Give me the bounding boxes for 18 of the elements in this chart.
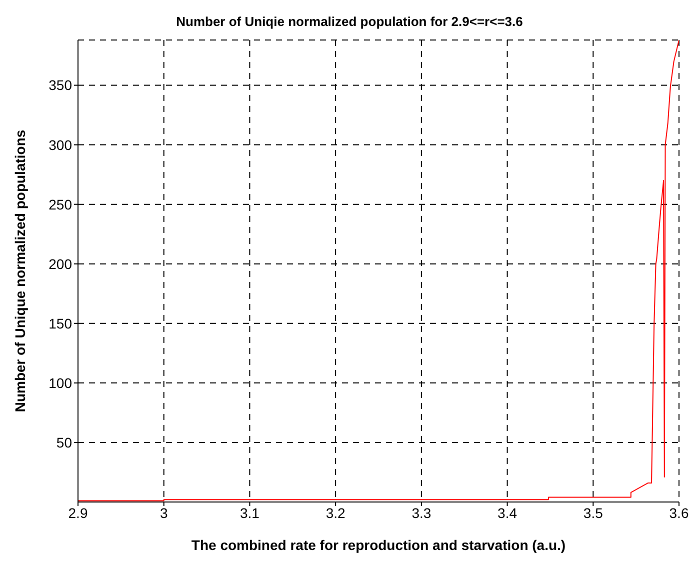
x-tick-label: 3.4 xyxy=(498,504,518,521)
y-axis-title: Number of Unique normalized populations xyxy=(12,130,28,412)
x-tick-label: 3 xyxy=(160,504,168,521)
x-tick-label: 3.5 xyxy=(583,504,604,521)
y-tick-label: 200 xyxy=(48,256,72,272)
chart-title: Number of Uniqie normalized population for 2.9<=r<=3.6 xyxy=(175,14,524,29)
y-tick-label: 350 xyxy=(48,77,72,94)
y-tick-label: 300 xyxy=(48,136,72,153)
x-tick-label: 3.2 xyxy=(326,504,346,521)
x-axis-title: The combined rate for reproduction and starvation (a.u.) xyxy=(191,537,566,553)
x-tick-label: 3.1 xyxy=(240,504,260,521)
x-tick-label: 3.3 xyxy=(412,504,432,521)
x-tick-label: 2.9 xyxy=(68,504,88,521)
y-tick-label: 150 xyxy=(48,315,72,332)
y-tick-label: 100 xyxy=(48,374,72,391)
y-tick-label: 250 xyxy=(48,196,72,212)
x-tick-label: 3.6 xyxy=(669,504,689,521)
y-tick-label: 50 xyxy=(56,434,72,450)
